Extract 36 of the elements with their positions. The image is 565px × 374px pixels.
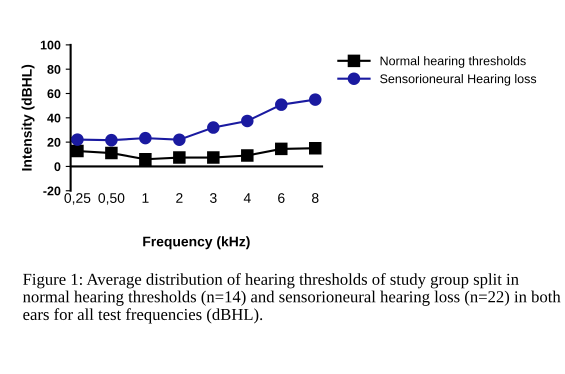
y-tick-label: 80	[47, 64, 60, 74]
y-tick-label: 20	[47, 138, 60, 147]
point	[241, 114, 254, 128]
point	[105, 146, 118, 160]
legend-label: Normal hearing thresholds	[380, 56, 526, 68]
x-tick-label: 1	[142, 193, 149, 203]
x-tick-label: 8	[312, 193, 319, 203]
caption: Figure 1: Average distribution of hearing thresholds of study group split in normal hearing thresholds (n=14) and sensorioneural hearing loss (n=22) in both ears for all test frequencies (dBHL).	[22, 273, 561, 324]
x-tick-label: 0,50	[98, 193, 124, 205]
x-tick-label: 4	[244, 193, 251, 203]
x-axis-title: Frequency (kHz)	[143, 236, 250, 250]
point	[275, 142, 288, 156]
point	[173, 133, 186, 146]
point	[173, 151, 186, 164]
point	[71, 133, 84, 146]
point	[241, 149, 254, 162]
x-tick-label: 6	[278, 193, 285, 203]
y-tick-label: 40	[47, 114, 60, 122]
point	[207, 151, 220, 164]
point	[139, 132, 152, 144]
point	[71, 144, 84, 158]
y-tick-label: 0	[54, 162, 60, 172]
legend-label: Sensorioneural Hearing loss	[380, 74, 536, 86]
point	[309, 93, 322, 106]
y-tick-label: 60	[47, 89, 60, 98]
point	[309, 142, 322, 154]
y-tick-label: -20	[43, 186, 60, 196]
point	[207, 121, 220, 134]
point	[275, 98, 288, 111]
point	[105, 134, 118, 146]
point	[139, 153, 152, 166]
y-tick-label: 100	[40, 40, 60, 50]
x-tick-label: 2	[176, 193, 183, 203]
y-axis-title: Intensity (dBHL)	[22, 64, 34, 170]
x-tick-label: 0,25	[64, 193, 90, 205]
x-tick-label: 3	[210, 193, 217, 203]
